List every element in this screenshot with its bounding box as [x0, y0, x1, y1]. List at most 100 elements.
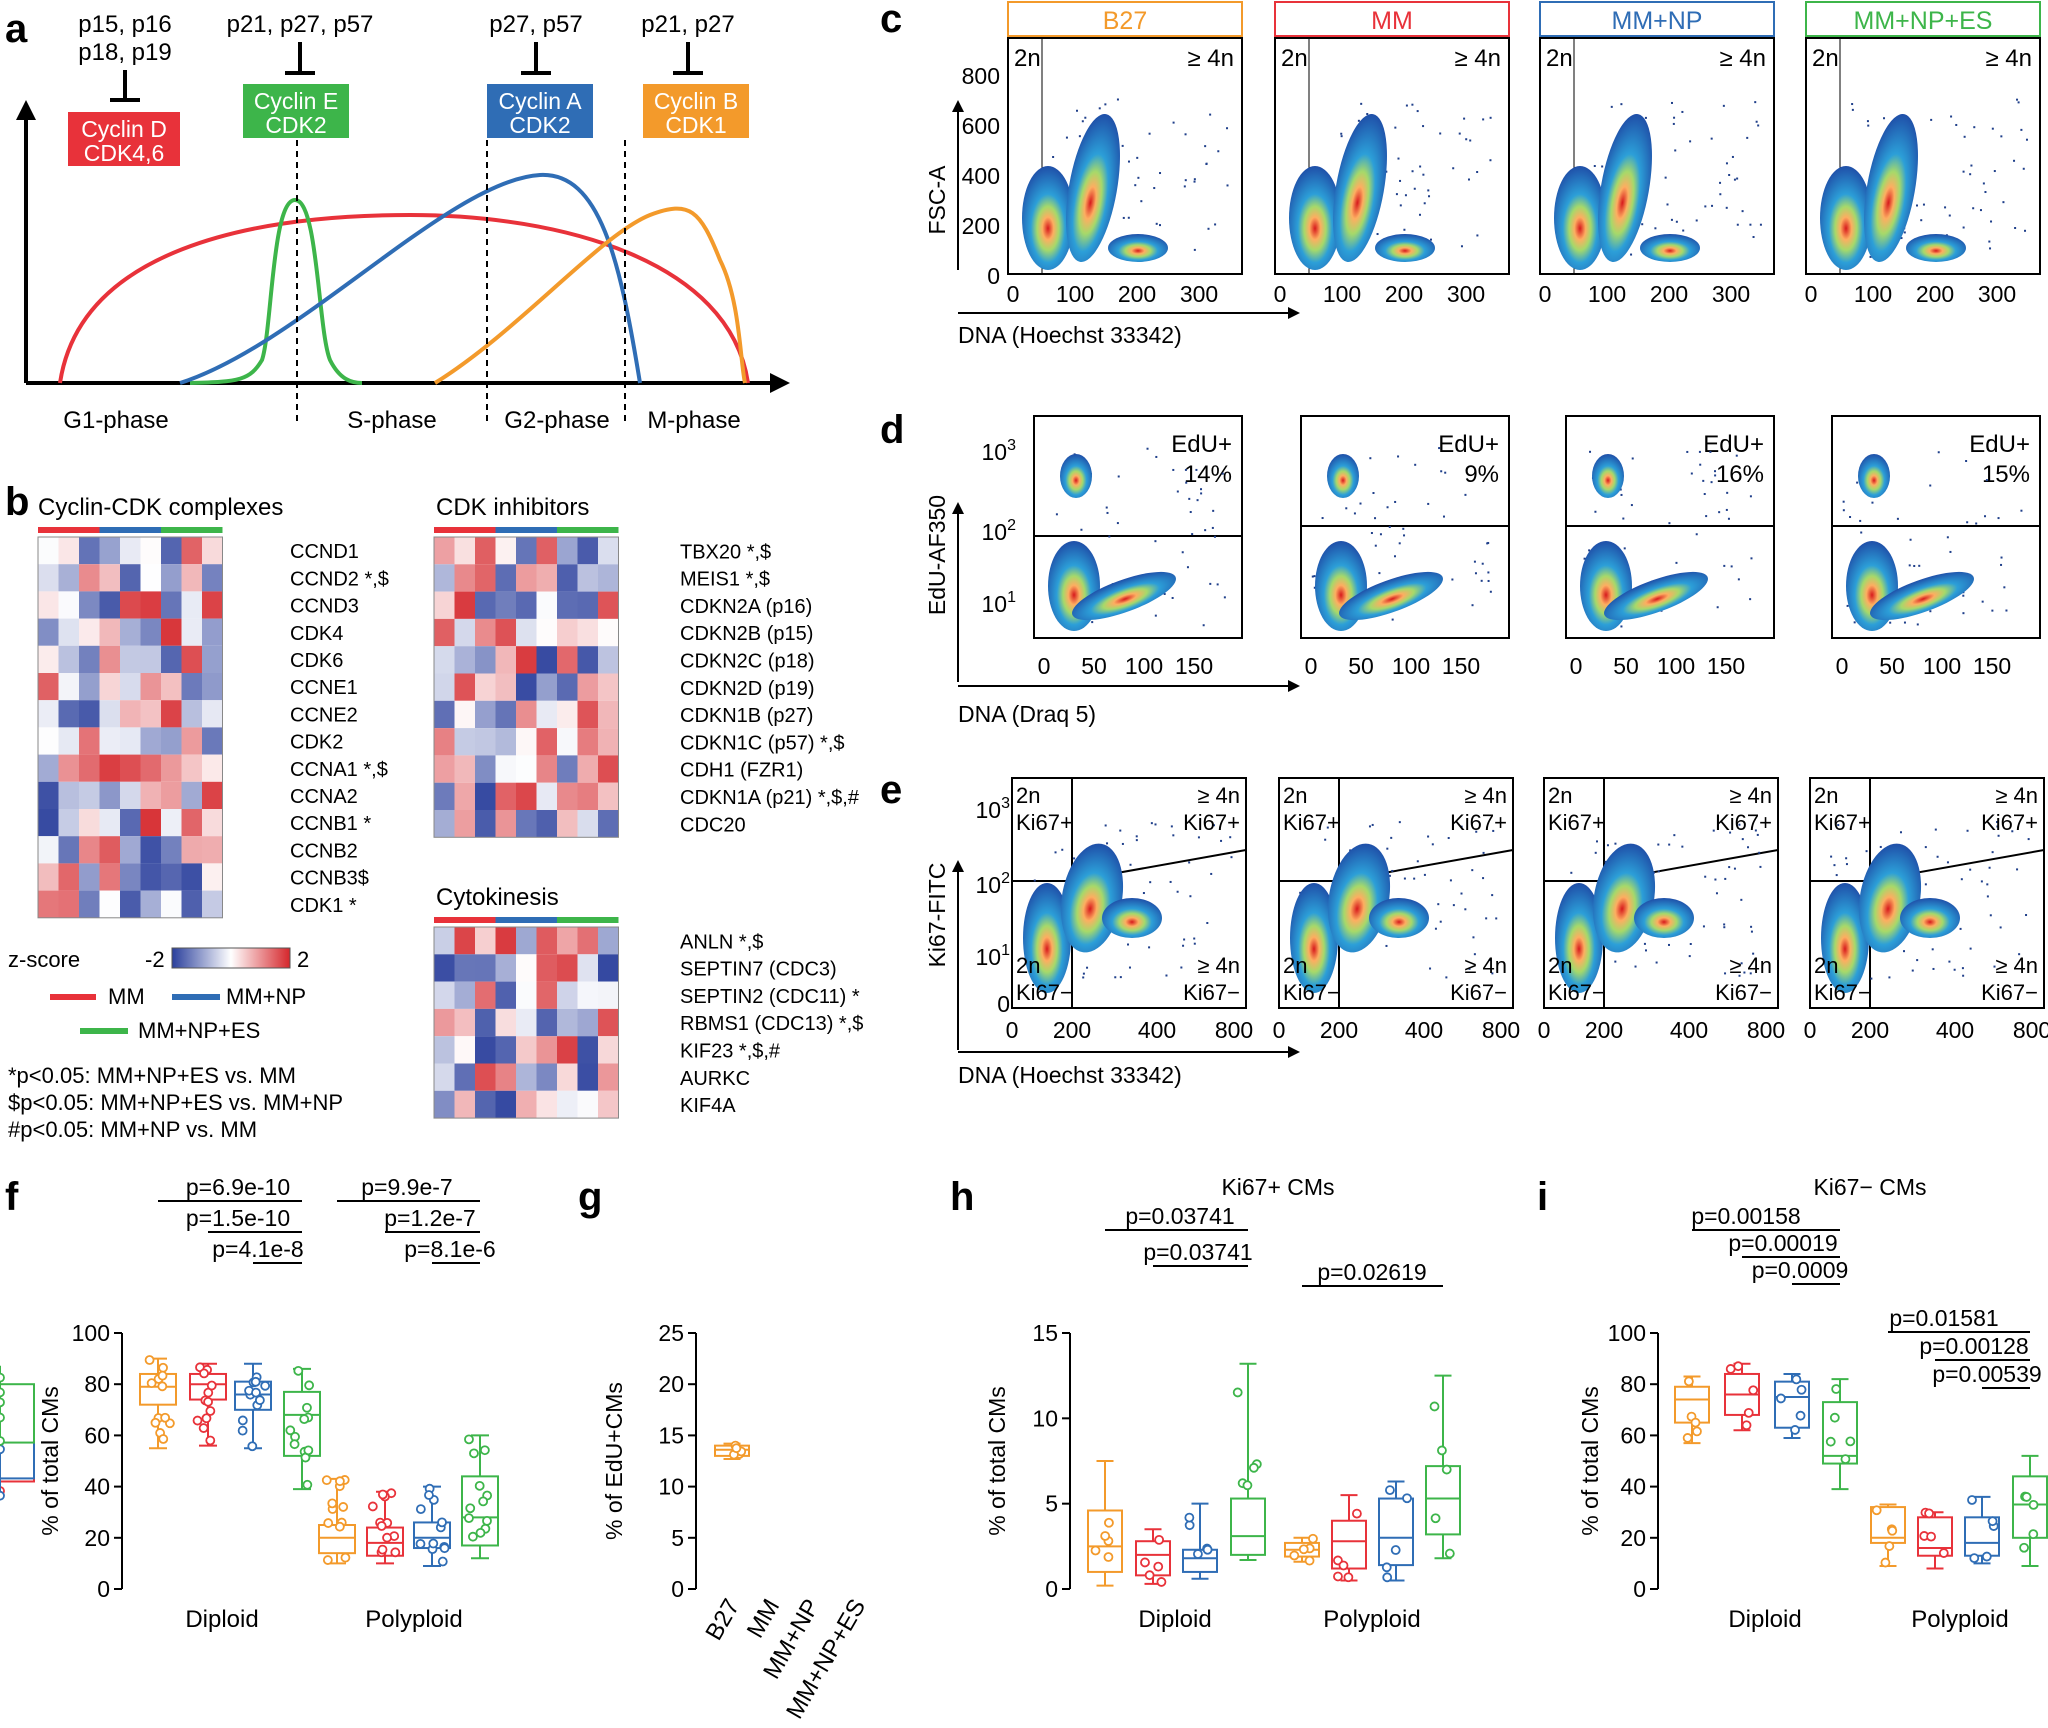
- heatmap-cell: [79, 781, 100, 809]
- data-point: [479, 1445, 490, 1456]
- y-tick-label: 5: [1045, 1491, 1058, 1517]
- quadrant-ur-1: ≥ 4n: [1464, 783, 1507, 808]
- heatmap-cell: [516, 537, 537, 565]
- heatmap-cell: [99, 809, 120, 837]
- heatmap-cell: [475, 1008, 496, 1037]
- data-point: [1831, 1384, 1842, 1394]
- scatter-dot: [1431, 843, 1434, 846]
- heatmap-cell: [475, 981, 496, 1009]
- heatmap-cell: [161, 863, 182, 891]
- quadrant-ul-1: 2n: [1548, 783, 1572, 808]
- heatmap-cell: [161, 700, 182, 728]
- scatter-dot: [1903, 950, 1906, 953]
- heatmap-cell: [120, 781, 141, 809]
- heatmap-border: [433, 926, 619, 1119]
- data-point: [390, 1547, 401, 1558]
- gene-label: TBX20 *,$: [680, 541, 771, 563]
- box-cyclin-e-l2: CDK2: [265, 112, 326, 138]
- data-point: [469, 1448, 479, 1459]
- data-point: [439, 1543, 450, 1554]
- curve-cyclin-b: [433, 206, 747, 385]
- panel-label-g: g: [578, 1175, 602, 1219]
- data-point: [322, 1555, 333, 1565]
- scatter-dot: [1185, 481, 1188, 484]
- scatter-dot: [1463, 117, 1466, 120]
- heatmap-cell: [557, 810, 578, 838]
- heatmap-cell: [454, 1090, 475, 1119]
- note-hash: #p<0.05: MM+NP vs. MM: [8, 1117, 257, 1142]
- x-tick: 100: [1125, 653, 1163, 679]
- gene-label: CCNE1: [290, 677, 358, 699]
- flow-plot-d: EdU+ 14% 0 50 100 150: [1033, 415, 1243, 679]
- scatter-dot: [1695, 533, 1698, 536]
- scatter-dot: [1993, 965, 1996, 968]
- x-category-label: B27: [700, 1595, 745, 1645]
- scatter-dot: [1750, 557, 1753, 560]
- heatmap-cell: [140, 645, 161, 673]
- scatter-dot: [1065, 136, 1068, 139]
- x-tick: 0: [1538, 1017, 1551, 1043]
- group-bar-segment: [454, 917, 475, 923]
- note-star: *p<0.05: MM+NP+ES vs. MM: [8, 1063, 296, 1088]
- scatter-dot: [1482, 851, 1485, 854]
- box-plot-h: 0 5 10 15 % of total CMs Ki67+ CMs p=0.03741 p=…: [984, 1174, 1461, 1633]
- scatter-dot: [1200, 488, 1203, 491]
- scatter-dot: [1986, 883, 1989, 886]
- data-point: [1430, 1513, 1441, 1524]
- heatmap-cell: [181, 700, 202, 728]
- gene-label: CCND1: [290, 541, 359, 563]
- y-tick-exponent: 2: [1001, 870, 1010, 887]
- box-iqr: [1230, 1497, 1266, 1556]
- scatter-dot: [1644, 116, 1647, 119]
- heatmap-cell: [79, 809, 100, 837]
- scatter-dot: [1851, 108, 1854, 111]
- scatter-dot: [1471, 604, 1474, 607]
- x-tick: 0: [1305, 653, 1318, 679]
- x-tick: 400: [1405, 1017, 1443, 1043]
- scatter-dot: [1737, 578, 1740, 581]
- gene-label: RBMS1 (CDC13) *,$: [680, 1013, 863, 1035]
- y-axis-label-d: EdU-AF350: [924, 495, 950, 615]
- scatter-dot: [1630, 504, 1633, 507]
- scatter-dot: [1082, 972, 1085, 975]
- density-blob: [1066, 114, 1120, 262]
- heatmap-cdk-inhibitors: [433, 527, 619, 838]
- data-point: [377, 1489, 388, 1500]
- scatter-dot: [1664, 176, 1667, 179]
- scatter-dot: [2025, 914, 2028, 917]
- data-point: [1926, 1531, 1937, 1542]
- gate-label-2n: 2n: [1281, 45, 1308, 72]
- scatter-dot: [1666, 203, 1669, 206]
- scatter-dot: [1146, 447, 1149, 450]
- data-point: [1825, 1436, 1836, 1447]
- quadrant-ul-1: 2n: [1814, 783, 1838, 808]
- scatter-dot: [1183, 185, 1186, 188]
- scatter-dot: [1704, 205, 1707, 208]
- scatter-dot: [1991, 609, 1994, 612]
- gene-label: CDKN2C (p18): [680, 650, 814, 672]
- scatter-dot: [1370, 532, 1373, 535]
- scatter-dot: [1668, 843, 1671, 846]
- quadrant-lr-1: ≥ 4n: [1729, 953, 1772, 978]
- data-point: [1338, 1560, 1349, 1571]
- scatter-dot: [1116, 98, 1119, 101]
- data-point: [464, 1434, 474, 1445]
- group-bar-segment: [454, 527, 475, 533]
- scatter-dot: [2022, 167, 2025, 170]
- data-point: [1733, 1361, 1744, 1372]
- data-point: [0, 1490, 5, 1501]
- scatter-dot: [1736, 177, 1739, 180]
- scatter-dot: [1644, 949, 1647, 952]
- quadrant-ll-1: 2n: [1016, 953, 1040, 978]
- scatter-dot: [1711, 204, 1714, 207]
- scatter-dot: [1730, 565, 1733, 568]
- scatter-dot: [2016, 98, 2019, 101]
- gene-label: CDKN1B (p27): [680, 705, 813, 727]
- group-bar-segment: [536, 917, 557, 923]
- scatter-dot: [1172, 468, 1175, 471]
- data-point: [1153, 1561, 1164, 1572]
- x-tick: 50: [1081, 653, 1107, 679]
- heatmap-cell: [516, 618, 537, 647]
- group-bar-segment: [495, 917, 516, 923]
- heatmap-border: [433, 536, 619, 838]
